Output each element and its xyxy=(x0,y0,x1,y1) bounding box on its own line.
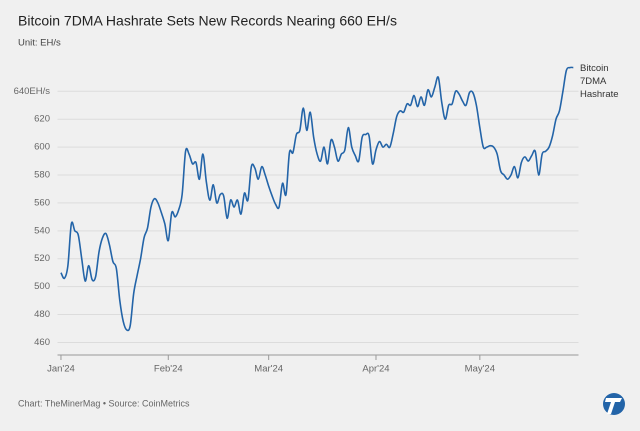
y-tick-label: 520 xyxy=(34,253,50,264)
logo xyxy=(603,393,625,415)
chart-subtitle: Unit: EH/s xyxy=(18,38,61,49)
x-tick-label: Mar'24 xyxy=(254,364,283,375)
y-tick-label: 540 xyxy=(34,225,50,236)
legend-label: Bitcoin 7DMA Hashrate xyxy=(580,63,619,100)
y-tick-label: 580 xyxy=(34,170,50,181)
footer: Chart: TheMinerMag • Source: CoinMetrics xyxy=(18,398,190,408)
y-tick-label: 500 xyxy=(34,281,50,292)
y-tick-label: 620 xyxy=(34,114,50,125)
y-tick-label: 480 xyxy=(34,309,50,320)
line xyxy=(60,66,574,332)
x-tick-label: May'24 xyxy=(465,364,495,375)
y-tick-label: 460 xyxy=(34,337,50,348)
x-tick-label: Jan'24 xyxy=(47,364,75,375)
x-tick-label: Apr'24 xyxy=(362,364,389,375)
y-tick-label: 560 xyxy=(34,197,50,208)
chart-title: Bitcoin 7DMA Hashrate Sets New Records N… xyxy=(18,13,397,29)
x-tick-label: Feb'24 xyxy=(154,364,183,375)
y-tick-label: 600 xyxy=(34,142,50,153)
y-tick-label: 640EH/s xyxy=(14,86,51,97)
